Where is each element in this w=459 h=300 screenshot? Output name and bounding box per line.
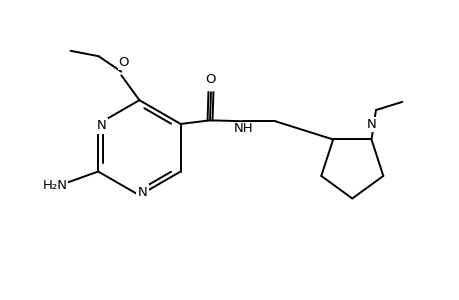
Text: H₂N: H₂N [43, 178, 67, 192]
Text: N: N [96, 119, 106, 132]
Text: N: N [137, 186, 147, 199]
Text: O: O [118, 56, 129, 69]
Text: O: O [205, 73, 216, 86]
Text: NH: NH [233, 122, 252, 135]
Text: N: N [366, 118, 375, 131]
